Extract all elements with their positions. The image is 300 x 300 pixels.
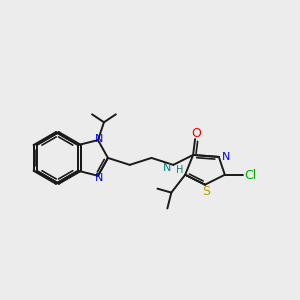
Text: Cl: Cl — [244, 169, 257, 182]
Text: N: N — [163, 163, 171, 173]
Text: N: N — [222, 152, 230, 162]
Text: S: S — [202, 185, 210, 198]
Text: N: N — [95, 173, 103, 183]
Text: N: N — [95, 134, 103, 144]
Text: O: O — [191, 127, 201, 140]
Text: H: H — [176, 165, 184, 175]
